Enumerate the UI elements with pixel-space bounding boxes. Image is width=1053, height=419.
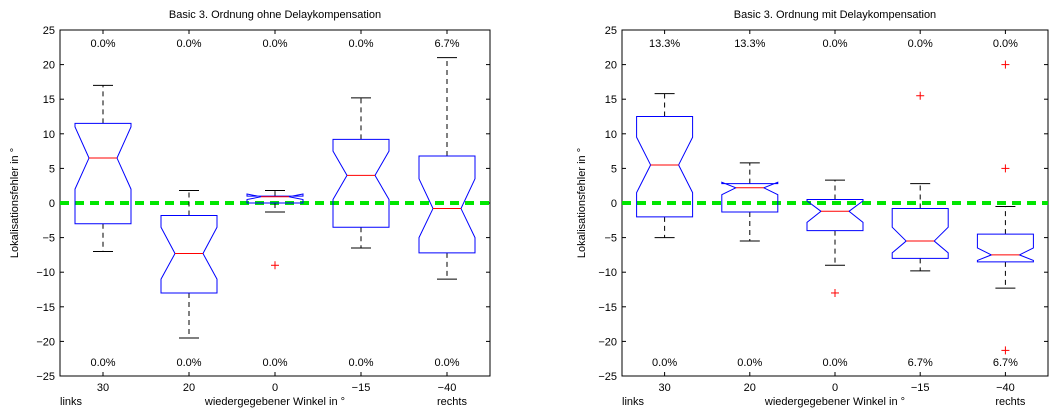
y-tick-label: 10 [605, 129, 617, 141]
top-percent-label: 0.0% [348, 38, 373, 50]
box [891, 208, 949, 259]
y-tick-label: −10 [36, 267, 55, 279]
x-tick-label: −40 [996, 382, 1015, 394]
y-tick-label: −5 [42, 233, 55, 245]
top-percent-label: 0.0% [993, 38, 1018, 50]
x-tick-label: 30 [97, 382, 109, 394]
top-percent-label: 0.0% [90, 38, 115, 50]
bottom-percent-label: 0.0% [262, 357, 287, 369]
chart-marks: 25 20 15 10 5 0 −5 −10 −15 −20 −25 30 0.0% 0.0% 20 0.0%… [36, 25, 490, 394]
box [160, 214, 218, 294]
bottom-percent-label: 0.0% [176, 357, 201, 369]
bottom-percent-label: 0.0% [822, 357, 847, 369]
box [976, 233, 1034, 263]
y-tick-label: 20 [605, 60, 617, 72]
box [806, 199, 864, 232]
y-tick-label: −15 [36, 302, 55, 314]
top-percent-label: 13.3% [734, 38, 765, 50]
box [721, 181, 779, 213]
y-tick-label: 15 [605, 94, 617, 106]
x-tick-label: −15 [911, 382, 930, 394]
x-axis-label: wiedergegebener Winkel in ° [764, 396, 905, 408]
x-right-note: rechts [437, 396, 467, 408]
y-tick-label: −15 [598, 302, 617, 314]
y-tick-label: 25 [43, 25, 55, 37]
y-tick-label: −5 [604, 233, 617, 245]
chart-title: Basic 3. Ordnung ohne Delaykompensation [169, 9, 381, 21]
x-tick-label: 0 [832, 382, 838, 394]
top-percent-label: 6.7% [434, 38, 459, 50]
top-percent-label: 13.3% [649, 38, 680, 50]
y-tick-label: 0 [49, 198, 55, 210]
top-percent-label: 0.0% [908, 38, 933, 50]
x-tick-label: −40 [438, 382, 457, 394]
bottom-percent-label: 6.7% [908, 357, 933, 369]
x-tick-label: 20 [183, 382, 195, 394]
top-percent-label: 0.0% [176, 38, 201, 50]
bottom-percent-label: 0.0% [90, 357, 115, 369]
chart-right: Basic 3. Ordnung mit Delaykompensation w… [576, 9, 1049, 408]
y-tick-label: −20 [598, 336, 617, 348]
box [332, 138, 390, 228]
x-right-note: rechts [995, 396, 1025, 408]
y-tick-label: 10 [43, 129, 55, 141]
x-left-note: links [60, 396, 83, 408]
x-tick-label: −15 [352, 382, 371, 394]
y-tick-label: −10 [598, 267, 617, 279]
y-axis-label: Lokalisationsfehler in ° [576, 148, 588, 258]
y-tick-label: 5 [49, 163, 55, 175]
box [636, 116, 694, 218]
chart-marks: 25 20 15 10 5 0 −5 −10 −15 −20 −25 30 13.3% 0.0% 20 13.… [598, 25, 1048, 394]
bottom-percent-label: 0.0% [652, 357, 677, 369]
y-tick-label: 15 [43, 94, 55, 106]
box [246, 193, 304, 204]
box [418, 155, 476, 254]
top-percent-label: 0.0% [822, 38, 847, 50]
y-tick-label: 5 [611, 163, 617, 175]
x-left-note: links [622, 396, 645, 408]
y-tick-label: −20 [36, 336, 55, 348]
y-axis-label: Lokalisationsfehler in ° [9, 148, 21, 258]
box [74, 122, 132, 225]
bottom-percent-label: 0.0% [737, 357, 762, 369]
y-tick-label: 20 [43, 60, 55, 72]
y-tick-label: −25 [598, 371, 617, 383]
bottom-percent-label: 0.0% [434, 357, 459, 369]
x-tick-label: 30 [658, 382, 670, 394]
x-tick-label: 0 [272, 382, 278, 394]
x-axis-label: wiedergegebener Winkel in ° [204, 396, 345, 408]
x-tick-label: 20 [744, 382, 756, 394]
chart-title: Basic 3. Ordnung mit Delaykompensation [734, 9, 936, 21]
y-tick-label: −25 [36, 371, 55, 383]
top-percent-label: 0.0% [262, 38, 287, 50]
chart-left: Basic 3. Ordnung ohne Delaykompensation … [9, 9, 491, 408]
y-tick-label: 0 [611, 198, 617, 210]
bottom-percent-label: 6.7% [993, 357, 1018, 369]
bottom-percent-label: 0.0% [348, 357, 373, 369]
y-tick-label: 25 [605, 25, 617, 37]
